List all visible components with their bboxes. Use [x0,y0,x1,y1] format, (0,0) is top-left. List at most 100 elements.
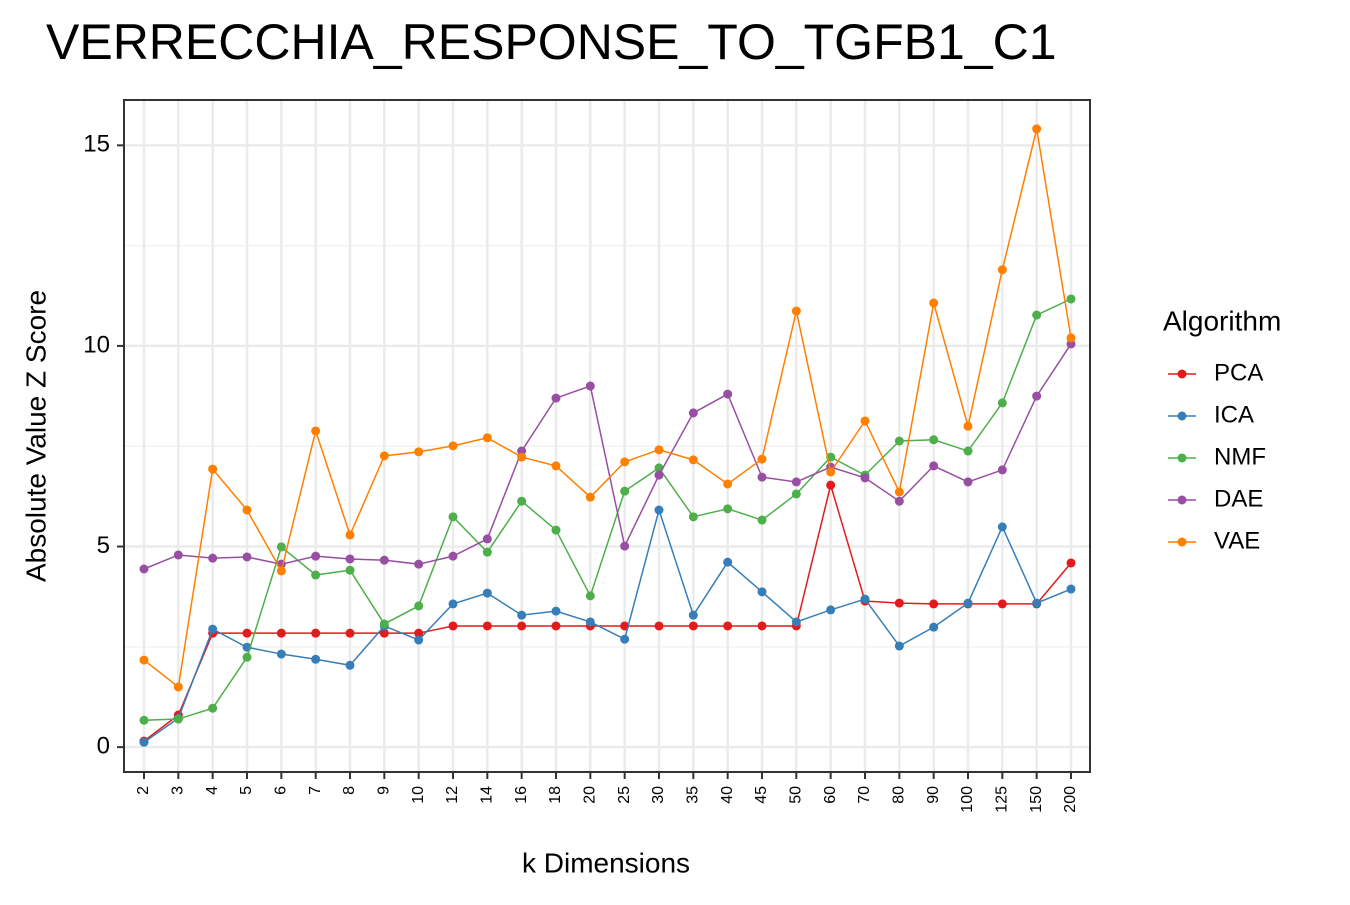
data-point [757,621,767,631]
data-point [276,542,286,552]
x-tick-label: 9 [376,786,393,795]
data-point [894,436,904,446]
legend-title: Algorithm [1163,305,1281,336]
data-point [585,617,595,627]
data-point [963,477,973,487]
x-tick-label: 5 [238,786,255,795]
y-tick-label: 15 [83,131,110,158]
x-tick-label: 14 [479,786,496,804]
x-tick-label: 30 [650,786,667,804]
data-point [208,624,218,634]
data-point [791,489,801,499]
x-tick-label: 90 [925,786,942,804]
data-point [173,714,183,724]
data-point [894,487,904,497]
x-tick-label: 3 [170,786,187,795]
legend-label: DAE [1214,485,1263,512]
data-point [860,416,870,426]
data-point [1032,124,1042,134]
data-point [688,408,698,418]
legend-label: ICA [1214,401,1254,428]
data-point [826,467,836,477]
x-tick-label: 50 [788,786,805,804]
data-point [929,599,939,609]
data-point [379,451,389,461]
x-tick-label: 12 [444,786,461,804]
x-tick-label: 6 [273,786,290,795]
data-point [723,479,733,489]
data-point [414,601,424,611]
data-point [242,552,252,562]
data-point [757,454,767,464]
data-point [311,570,321,580]
data-point [791,617,801,627]
chart-title: VERRECCHIA_RESPONSE_TO_TGFB1_C1 [46,14,1057,70]
x-tick-label: 18 [547,786,564,804]
data-point [1066,558,1076,568]
data-point [688,512,698,522]
legend-swatch [1177,369,1187,379]
data-point [791,306,801,316]
x-tick-label: 40 [719,786,736,804]
legend-swatch [1177,495,1187,505]
data-point [860,594,870,604]
data-point [482,547,492,557]
data-point [654,445,664,455]
y-axis-label: Absolute Value Z Score [20,290,51,582]
data-point [929,435,939,445]
data-point [482,534,492,544]
data-point [242,652,252,662]
data-point [654,470,664,480]
data-point [1066,584,1076,594]
legend-label: VAE [1214,527,1260,554]
x-tick-label: 80 [891,786,908,804]
series-line [143,507,1072,743]
data-point [208,703,218,713]
data-point [448,599,458,609]
data-point [517,496,527,506]
data-point [311,654,321,664]
legend-label: PCA [1214,359,1263,386]
data-point [620,541,630,551]
data-point [311,628,321,638]
data-point [929,622,939,632]
data-point [208,553,218,563]
data-point [551,461,561,471]
data-point [1066,294,1076,304]
series-line [143,128,1072,689]
x-tick-label: 4 [204,786,221,795]
data-point [723,389,733,399]
legend-swatch [1177,537,1187,547]
data-point [585,492,595,502]
data-point [379,555,389,565]
x-tick-label: 10 [410,786,427,804]
data-point [414,559,424,569]
data-point [517,621,527,631]
y-tick-label: 5 [97,532,110,559]
data-point [894,641,904,651]
data-point [448,441,458,451]
data-point [894,598,904,608]
data-point [757,472,767,482]
data-point [173,550,183,560]
data-point [208,464,218,474]
data-point [276,649,286,659]
data-point [1032,598,1042,608]
x-tick-label: 25 [616,786,633,804]
data-point [345,530,355,540]
legend-swatch [1177,453,1187,463]
data-point [345,565,355,575]
data-point [929,298,939,308]
data-point [379,619,389,629]
data-point [997,522,1007,532]
data-point [757,587,767,597]
data-point [139,564,149,574]
data-point [482,433,492,443]
data-point [242,505,252,515]
data-point [860,473,870,483]
data-point [414,628,424,638]
legend-swatch [1177,411,1187,421]
data-point [517,610,527,620]
data-point [276,628,286,638]
